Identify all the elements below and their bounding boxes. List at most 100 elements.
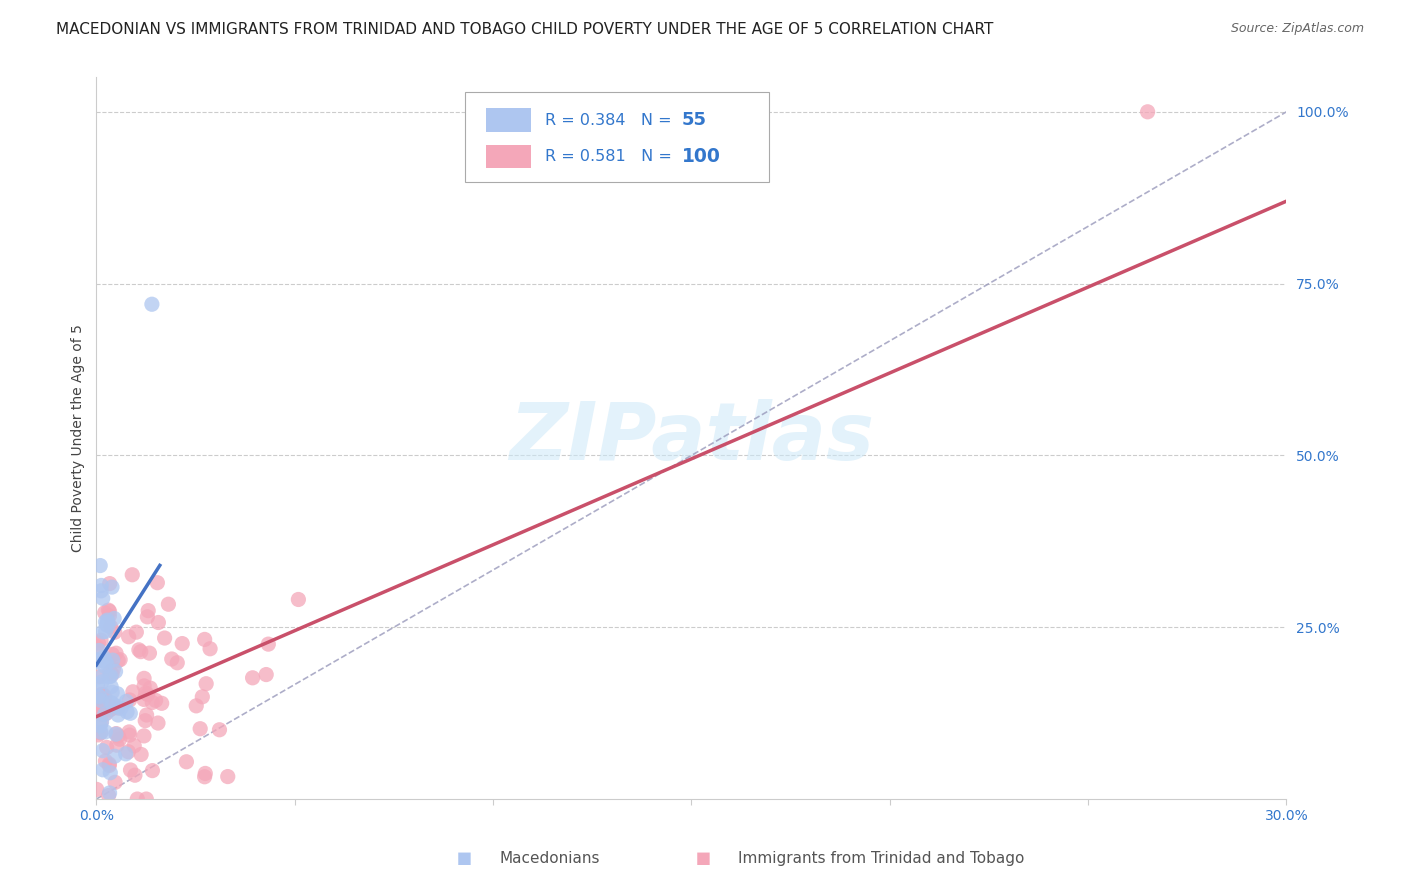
Point xyxy=(122,685,145,699)
Point xyxy=(118,693,141,707)
Point xyxy=(136,604,159,618)
Point xyxy=(91,763,114,777)
Point xyxy=(195,676,218,690)
FancyBboxPatch shape xyxy=(485,145,530,168)
Point xyxy=(97,603,120,617)
Point xyxy=(98,786,121,800)
Point xyxy=(94,653,117,667)
Point xyxy=(90,583,112,598)
Point xyxy=(89,690,111,704)
Point xyxy=(105,738,128,752)
Point xyxy=(110,701,132,715)
Point xyxy=(100,669,122,683)
Point xyxy=(194,770,217,784)
Point xyxy=(107,701,129,715)
Point xyxy=(90,694,112,708)
FancyBboxPatch shape xyxy=(465,92,769,182)
Point xyxy=(90,715,112,730)
Point xyxy=(129,645,152,659)
Point xyxy=(105,699,128,714)
Point xyxy=(138,646,160,660)
Point xyxy=(98,703,121,717)
Point xyxy=(90,578,112,592)
Point xyxy=(101,648,124,662)
Point xyxy=(87,643,110,657)
Point xyxy=(1136,104,1159,119)
Text: ▪: ▪ xyxy=(456,847,472,870)
Text: MACEDONIAN VS IMMIGRANTS FROM TRINIDAD AND TOBAGO CHILD POVERTY UNDER THE AGE OF: MACEDONIAN VS IMMIGRANTS FROM TRINIDAD A… xyxy=(56,22,994,37)
Point xyxy=(105,646,128,660)
Point xyxy=(87,689,110,703)
Text: Macedonians: Macedonians xyxy=(499,851,599,865)
Point xyxy=(135,686,157,700)
Point xyxy=(100,680,122,694)
Point xyxy=(94,624,117,639)
Point xyxy=(107,653,129,667)
Point xyxy=(93,659,115,673)
Point xyxy=(100,696,122,710)
Point xyxy=(86,653,108,667)
Point xyxy=(122,739,145,753)
Point xyxy=(141,696,163,710)
Point xyxy=(117,630,139,644)
Point xyxy=(104,625,127,640)
Point xyxy=(93,688,115,702)
Point xyxy=(146,716,169,731)
Point xyxy=(98,757,121,772)
Point xyxy=(132,692,155,706)
Point xyxy=(194,632,217,647)
Point xyxy=(101,685,124,699)
Point xyxy=(120,763,142,777)
Point xyxy=(87,636,110,650)
Point xyxy=(90,725,112,739)
Point xyxy=(100,702,122,716)
Point xyxy=(96,617,118,632)
Point xyxy=(198,641,221,656)
Point xyxy=(117,745,139,759)
Point xyxy=(90,715,112,730)
Text: R = 0.384   N =: R = 0.384 N = xyxy=(546,112,676,128)
Point xyxy=(132,671,155,685)
Point xyxy=(108,732,131,747)
Point xyxy=(125,625,148,640)
Point xyxy=(94,707,117,722)
Point xyxy=(96,740,118,755)
Point xyxy=(103,662,125,676)
Point xyxy=(94,724,117,739)
Point xyxy=(121,567,143,582)
Point xyxy=(98,670,121,684)
Point xyxy=(132,729,155,743)
Point xyxy=(120,706,142,721)
Point xyxy=(134,714,156,728)
Point xyxy=(136,688,159,702)
Point xyxy=(86,655,108,669)
Point xyxy=(90,633,112,648)
Point xyxy=(145,693,167,707)
Point xyxy=(101,697,124,711)
Point xyxy=(97,618,120,632)
Y-axis label: Child Poverty Under the Age of 5: Child Poverty Under the Age of 5 xyxy=(72,325,86,552)
Point xyxy=(150,696,173,710)
Point xyxy=(100,620,122,634)
Point xyxy=(153,631,176,645)
Point xyxy=(93,650,115,665)
Point xyxy=(135,708,157,723)
Point xyxy=(96,613,118,627)
Point xyxy=(146,575,169,590)
Point xyxy=(118,725,141,739)
Text: Source: ZipAtlas.com: Source: ZipAtlas.com xyxy=(1230,22,1364,36)
Point xyxy=(90,706,112,721)
Point xyxy=(104,665,127,679)
Point xyxy=(86,782,108,797)
Point xyxy=(98,665,121,679)
Point xyxy=(127,792,149,806)
Point xyxy=(96,657,118,671)
Point xyxy=(86,677,108,691)
Point xyxy=(135,792,157,806)
Point xyxy=(87,728,110,742)
Point xyxy=(242,671,264,685)
Point xyxy=(104,749,127,764)
Point xyxy=(194,766,217,780)
Point xyxy=(104,727,127,741)
Point xyxy=(166,656,188,670)
